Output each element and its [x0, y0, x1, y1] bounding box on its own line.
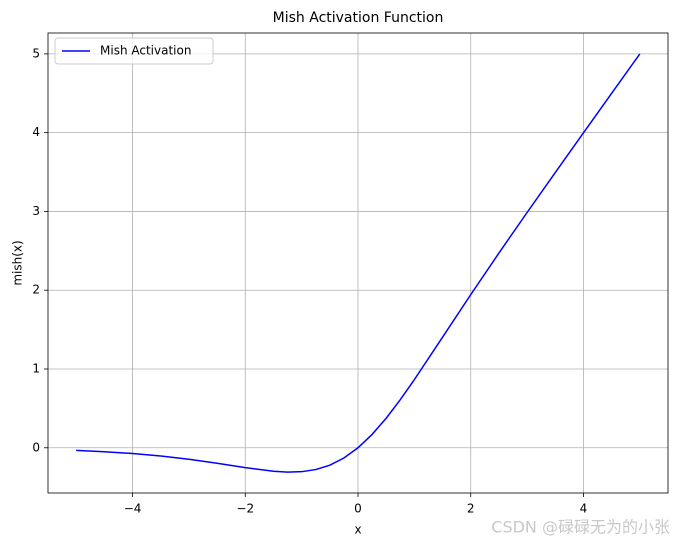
line-series	[76, 53, 641, 473]
x-tick-label: 0	[354, 502, 362, 516]
x-tick-label: 2	[467, 502, 475, 516]
y-tick-label: 3	[32, 204, 40, 218]
y-tick-label: 2	[32, 283, 40, 297]
y-tick-label: 1	[32, 361, 40, 375]
legend-label: Mish Activation	[100, 44, 191, 58]
y-axis-label: mish(x)	[11, 240, 25, 285]
x-tick-label: −4	[124, 502, 142, 516]
axes-frame	[47, 32, 669, 494]
legend-box	[54, 37, 214, 65]
y-tick-label: 5	[32, 46, 40, 60]
x-tick-label: −2	[236, 502, 254, 516]
x-tick-label: 4	[580, 502, 588, 516]
y-tick-label: 4	[32, 125, 40, 139]
chart-title: Mish Activation Function	[273, 10, 444, 26]
y-tick-label: 0	[32, 440, 40, 454]
x-axis-label: x	[354, 523, 361, 537]
watermark: CSDN @碌碌无为的小张	[491, 518, 670, 537]
